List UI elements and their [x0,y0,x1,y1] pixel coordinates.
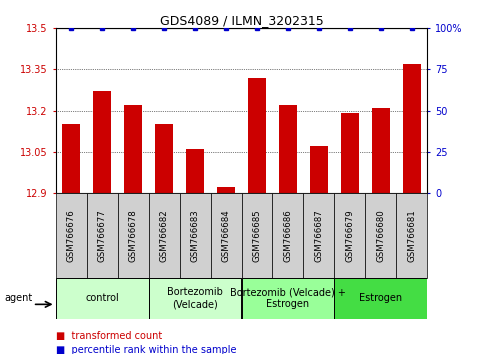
Bar [149,193,180,278]
Text: GSM766683: GSM766683 [190,209,199,262]
Bar [372,108,390,193]
Bar [248,78,266,193]
Bar [366,193,397,278]
Text: GSM766676: GSM766676 [67,209,75,262]
Bar [155,124,173,193]
Bar [403,64,421,193]
Text: Bortezomib
(Velcade): Bortezomib (Velcade) [167,287,223,309]
Bar [186,149,204,193]
Bar [149,278,242,319]
Text: GSM766680: GSM766680 [376,209,385,262]
Text: GSM766685: GSM766685 [253,209,261,262]
Text: Estrogen: Estrogen [359,293,402,303]
Title: GDS4089 / ILMN_3202315: GDS4089 / ILMN_3202315 [159,14,324,27]
Bar [279,105,297,193]
Bar [124,105,142,193]
Bar [341,113,359,193]
Bar [242,193,272,278]
Bar [211,193,242,278]
Bar [272,193,303,278]
Bar [56,278,149,319]
Bar [242,278,334,319]
Bar [56,193,86,278]
Text: ■  percentile rank within the sample: ■ percentile rank within the sample [56,346,236,354]
Text: ■  transformed count: ■ transformed count [56,331,162,341]
Bar [62,124,80,193]
Text: GSM766687: GSM766687 [314,209,324,262]
Text: control: control [85,293,119,303]
Text: GSM766678: GSM766678 [128,209,138,262]
Text: GSM766684: GSM766684 [222,209,230,262]
Bar [217,188,235,193]
Bar [180,193,211,278]
Text: GSM766677: GSM766677 [98,209,107,262]
Bar [397,193,427,278]
Bar [334,278,427,319]
Bar [310,146,328,193]
Text: GSM766681: GSM766681 [408,209,416,262]
Bar [117,193,149,278]
Text: GSM766682: GSM766682 [159,209,169,262]
Text: Bortezomib (Velcade) +
Estrogen: Bortezomib (Velcade) + Estrogen [230,287,346,309]
Text: GSM766679: GSM766679 [345,209,355,262]
Bar [334,193,366,278]
Bar [303,193,334,278]
Text: agent: agent [5,293,33,303]
Text: GSM766686: GSM766686 [284,209,293,262]
Bar [93,91,112,193]
Bar [86,193,117,278]
